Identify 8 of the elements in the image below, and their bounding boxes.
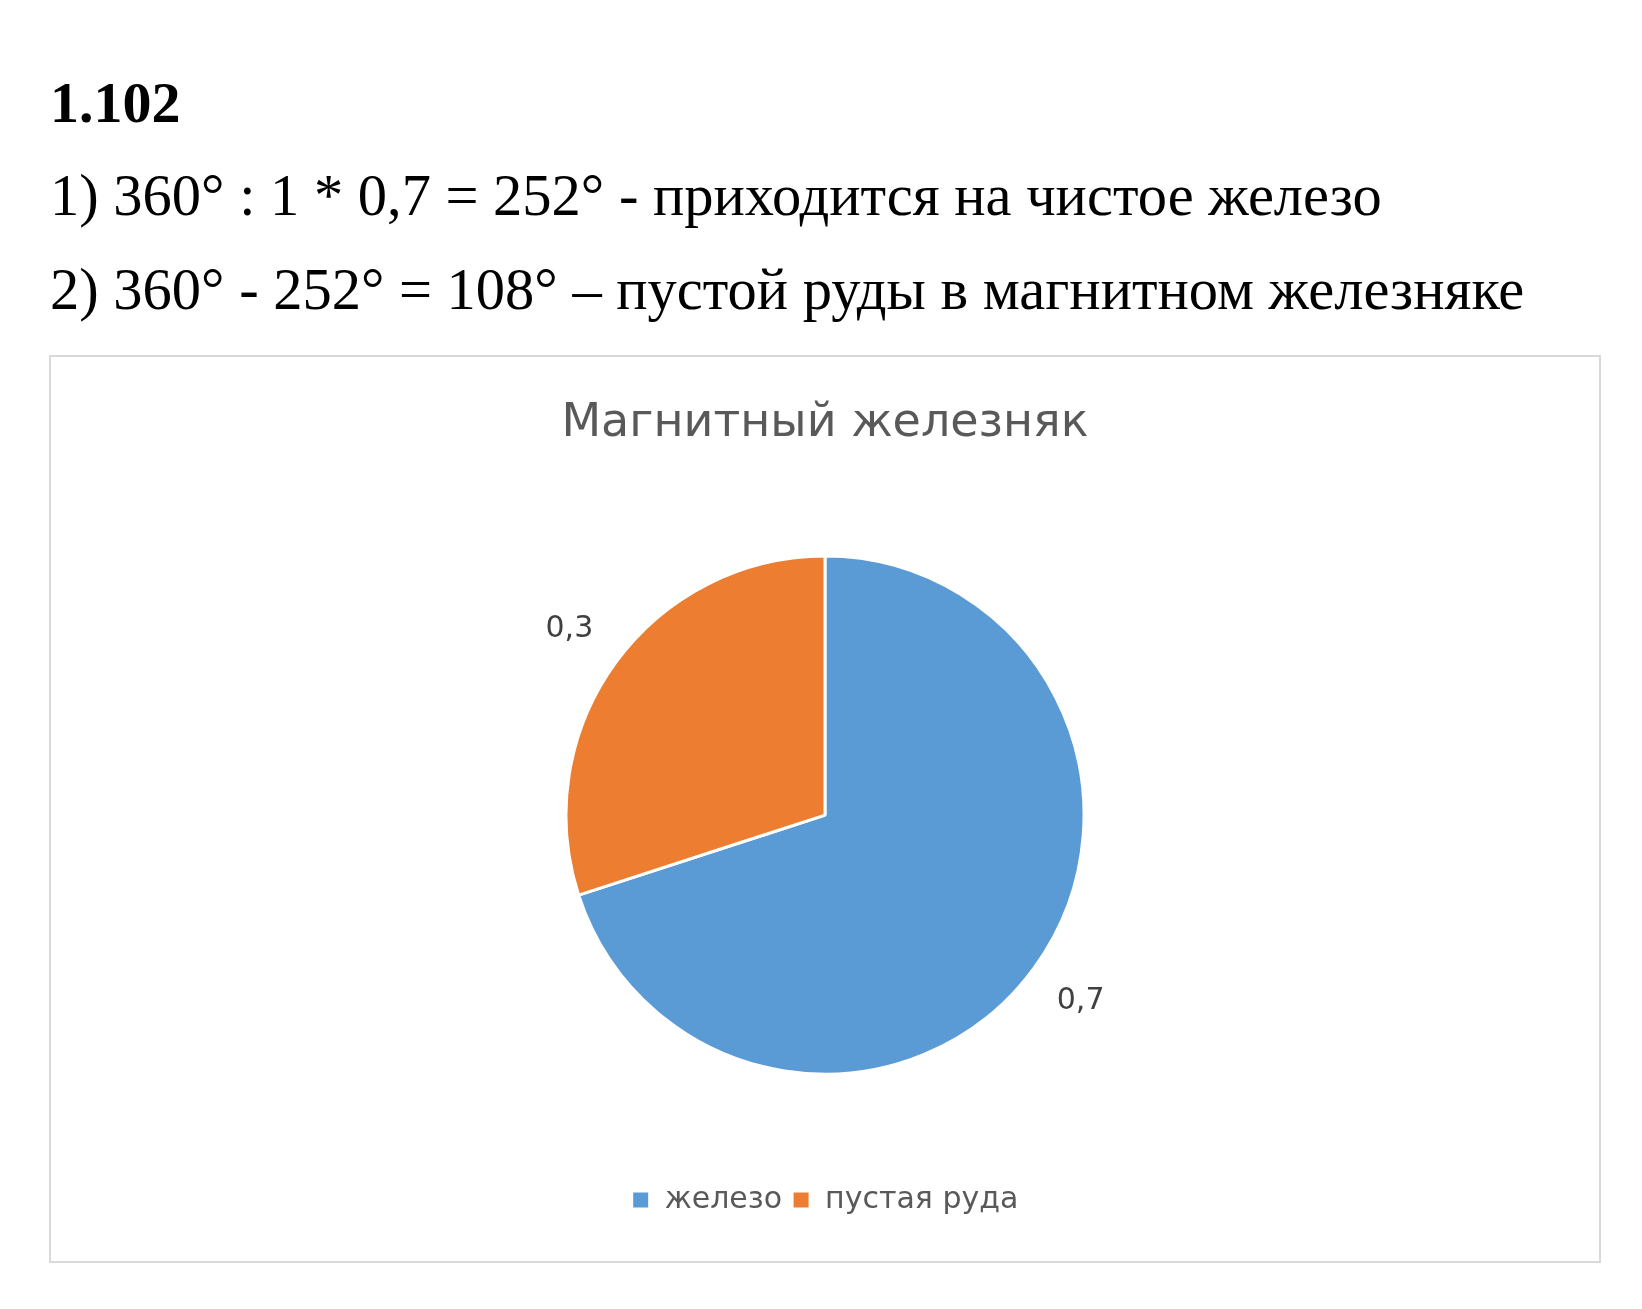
text: 2) 360° - 252° = 108° – пустой руды в магнитном железняке <box>50 257 1525 323</box>
data-label: 0,3 <box>545 609 594 645</box>
legend-label: пустая руда <box>825 1179 1019 1215</box>
legend-label: железо <box>664 1179 783 1215</box>
text: 1) 360° : 1 * 0,7 = 252° - приходится на чистое железо <box>50 163 1382 229</box>
chart-title: Магнитный железняк <box>561 392 1089 447</box>
data-label: 0,7 <box>1056 980 1105 1016</box>
text: 1.102 <box>50 70 181 136</box>
